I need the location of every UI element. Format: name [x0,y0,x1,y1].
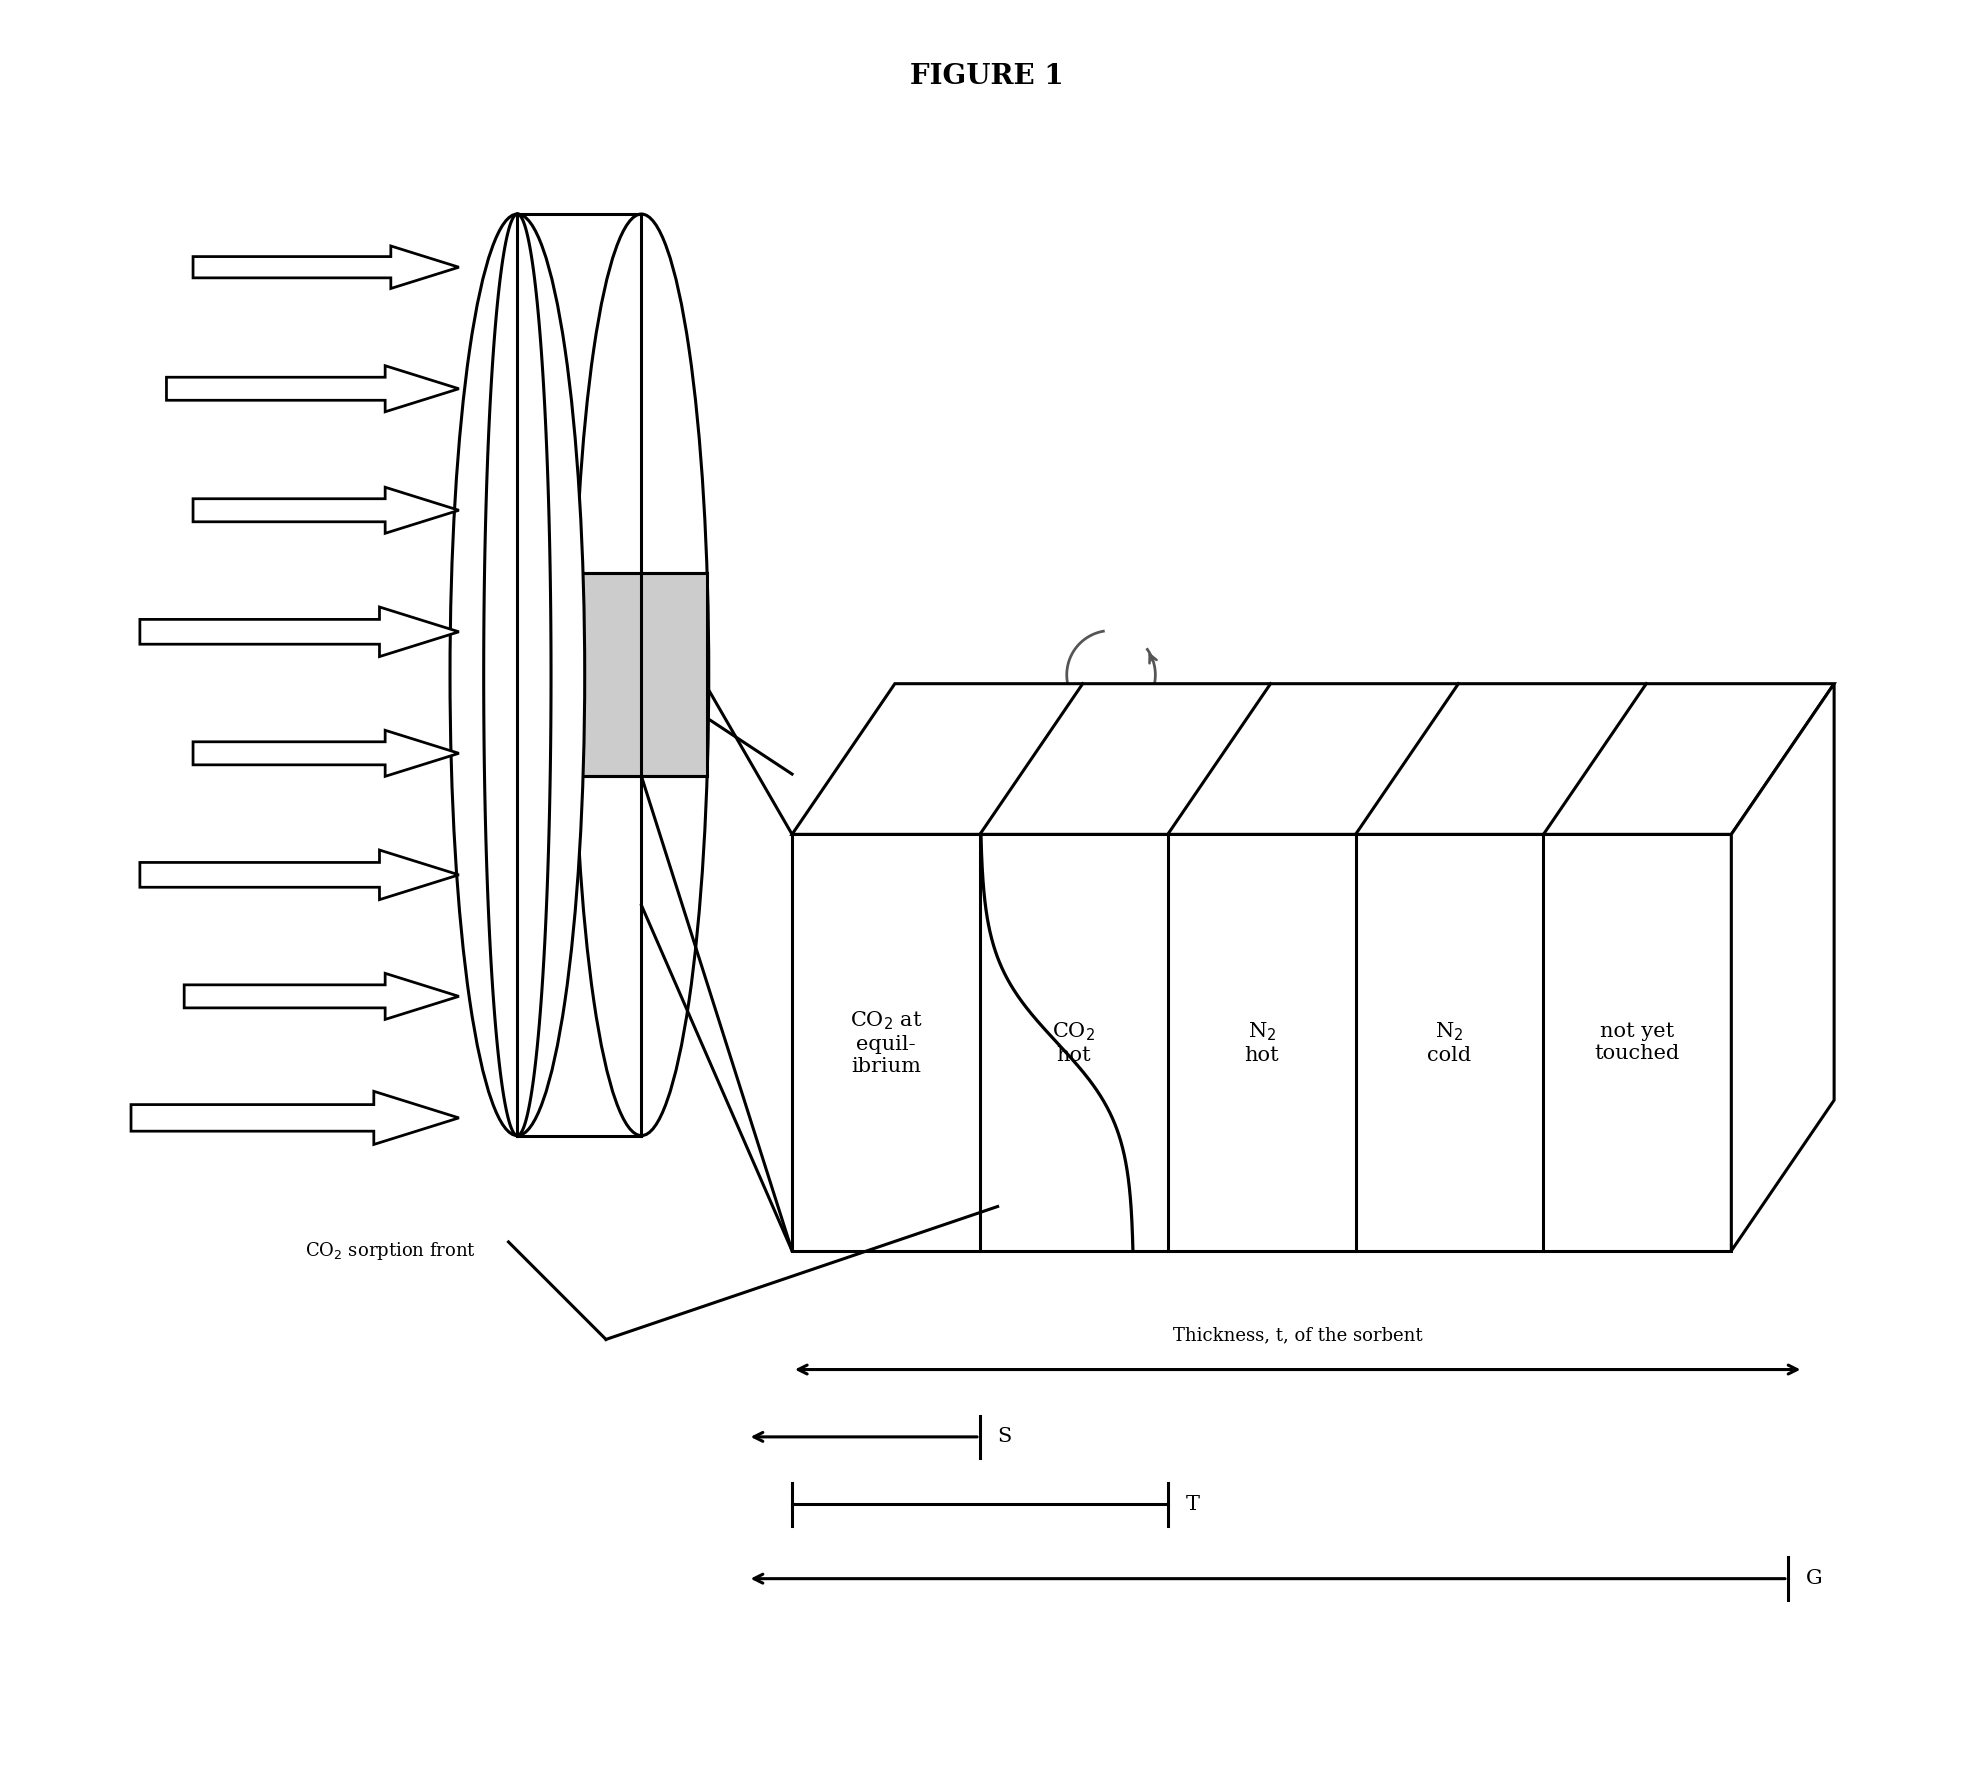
Polygon shape [193,486,458,532]
Text: G: G [1805,1569,1821,1589]
Text: Thickness, t, of the sorbent: Thickness, t, of the sorbent [1172,1326,1423,1345]
Text: CO$_2$ at
equil-
ibrium: CO$_2$ at equil- ibrium [848,1010,921,1076]
Text: not yet
touched: not yet touched [1594,1022,1679,1063]
Text: CO$_2$ sorption front: CO$_2$ sorption front [304,1239,475,1262]
Polygon shape [193,247,458,289]
Ellipse shape [450,215,584,1136]
Polygon shape [193,730,458,776]
Polygon shape [1730,683,1833,1251]
Polygon shape [130,1092,458,1145]
Polygon shape [791,683,1833,834]
Text: N$_2$
cold: N$_2$ cold [1426,1021,1470,1065]
Polygon shape [183,973,458,1019]
Text: FIGURE 1: FIGURE 1 [910,64,1063,91]
Text: T: T [1186,1495,1200,1514]
Text: N$_2$
hot: N$_2$ hot [1243,1021,1279,1065]
Polygon shape [166,366,458,412]
Text: CO$_2$
hot: CO$_2$ hot [1052,1021,1095,1065]
Text: S: S [996,1427,1012,1447]
Polygon shape [140,607,458,657]
Polygon shape [791,834,1730,1251]
Ellipse shape [574,215,708,1136]
Polygon shape [452,573,706,776]
Polygon shape [140,850,458,900]
